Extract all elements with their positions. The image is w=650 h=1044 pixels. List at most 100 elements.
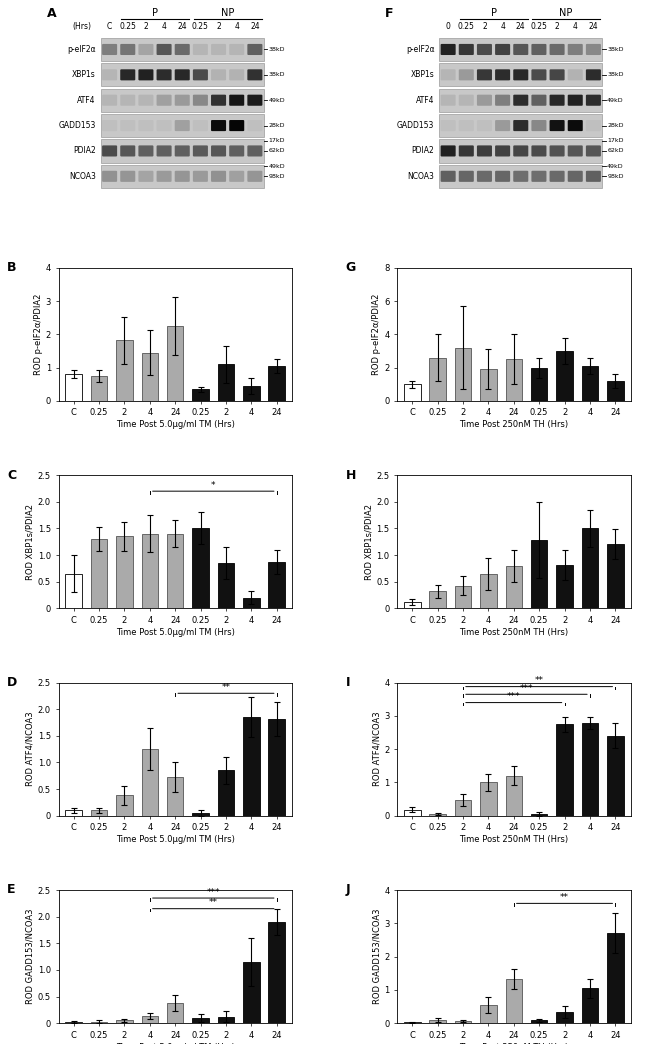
- Text: 49kD: 49kD: [268, 98, 285, 102]
- Bar: [243, 386, 259, 401]
- Text: **: **: [560, 893, 569, 902]
- FancyBboxPatch shape: [439, 89, 603, 112]
- FancyBboxPatch shape: [248, 120, 263, 132]
- FancyBboxPatch shape: [157, 145, 172, 157]
- Text: XBP1s: XBP1s: [411, 70, 434, 79]
- FancyBboxPatch shape: [495, 145, 510, 157]
- X-axis label: Time Post 250nM TH (Hrs): Time Post 250nM TH (Hrs): [459, 421, 568, 429]
- Bar: [607, 736, 623, 815]
- FancyBboxPatch shape: [514, 95, 528, 105]
- FancyBboxPatch shape: [514, 69, 528, 80]
- FancyBboxPatch shape: [459, 145, 474, 157]
- Text: ***: ***: [507, 692, 521, 702]
- Y-axis label: ROD p-eIF2α/PDIA2: ROD p-eIF2α/PDIA2: [372, 293, 382, 375]
- Bar: [404, 810, 421, 815]
- Bar: [167, 326, 183, 401]
- FancyBboxPatch shape: [586, 69, 601, 80]
- FancyBboxPatch shape: [229, 95, 244, 105]
- Bar: [404, 384, 421, 401]
- Text: 38kD: 38kD: [268, 72, 285, 77]
- Text: P: P: [491, 8, 497, 18]
- Bar: [607, 933, 623, 1023]
- Text: 4: 4: [500, 22, 505, 31]
- FancyBboxPatch shape: [193, 44, 208, 55]
- FancyBboxPatch shape: [157, 69, 172, 80]
- FancyBboxPatch shape: [477, 171, 492, 182]
- FancyBboxPatch shape: [495, 69, 510, 80]
- Text: **: **: [535, 677, 543, 685]
- Bar: [218, 770, 234, 815]
- Y-axis label: ROD XBP1s/PDIA2: ROD XBP1s/PDIA2: [26, 503, 35, 579]
- FancyBboxPatch shape: [439, 139, 603, 163]
- Bar: [455, 586, 471, 609]
- FancyBboxPatch shape: [549, 145, 565, 157]
- FancyBboxPatch shape: [138, 95, 153, 105]
- Bar: [142, 750, 158, 815]
- FancyBboxPatch shape: [193, 145, 208, 157]
- Bar: [167, 1003, 183, 1023]
- Text: H: H: [346, 469, 356, 481]
- Text: D: D: [7, 675, 18, 689]
- Text: E: E: [7, 883, 16, 897]
- FancyBboxPatch shape: [532, 95, 547, 105]
- FancyBboxPatch shape: [175, 44, 190, 55]
- FancyBboxPatch shape: [532, 171, 547, 182]
- Text: NCOA3: NCOA3: [408, 172, 434, 181]
- FancyBboxPatch shape: [101, 38, 264, 61]
- FancyBboxPatch shape: [441, 44, 456, 55]
- FancyBboxPatch shape: [549, 120, 565, 132]
- Y-axis label: ROD ATF4/NCOA3: ROD ATF4/NCOA3: [372, 712, 382, 786]
- FancyBboxPatch shape: [567, 145, 583, 157]
- Bar: [430, 1020, 446, 1023]
- Text: 24: 24: [516, 22, 526, 31]
- Bar: [506, 359, 522, 401]
- FancyBboxPatch shape: [175, 95, 190, 105]
- Bar: [243, 717, 259, 815]
- FancyBboxPatch shape: [157, 171, 172, 182]
- FancyBboxPatch shape: [532, 145, 547, 157]
- Bar: [243, 962, 259, 1023]
- FancyBboxPatch shape: [102, 95, 117, 105]
- Bar: [243, 597, 259, 609]
- FancyBboxPatch shape: [120, 171, 135, 182]
- Text: 2: 2: [144, 22, 148, 31]
- FancyBboxPatch shape: [567, 44, 583, 55]
- Text: GADD153: GADD153: [397, 121, 434, 130]
- FancyBboxPatch shape: [495, 95, 510, 105]
- Y-axis label: ROD GADD153/NCOA3: ROD GADD153/NCOA3: [372, 909, 382, 1004]
- FancyBboxPatch shape: [459, 95, 474, 105]
- FancyBboxPatch shape: [157, 95, 172, 105]
- Text: 28kD: 28kD: [607, 123, 623, 128]
- FancyBboxPatch shape: [193, 69, 208, 80]
- Bar: [506, 776, 522, 815]
- Bar: [218, 563, 234, 609]
- Text: GADD153: GADD153: [58, 121, 96, 130]
- FancyBboxPatch shape: [586, 145, 601, 157]
- FancyBboxPatch shape: [439, 64, 603, 87]
- FancyBboxPatch shape: [175, 171, 190, 182]
- FancyBboxPatch shape: [157, 120, 172, 132]
- Bar: [218, 364, 234, 401]
- Text: 2: 2: [482, 22, 487, 31]
- Text: 4: 4: [162, 22, 166, 31]
- Text: 28kD: 28kD: [268, 123, 285, 128]
- FancyBboxPatch shape: [229, 171, 244, 182]
- Text: 0.25: 0.25: [120, 22, 136, 31]
- FancyBboxPatch shape: [102, 44, 117, 55]
- FancyBboxPatch shape: [101, 165, 264, 188]
- Text: **: **: [209, 899, 218, 907]
- FancyBboxPatch shape: [102, 171, 117, 182]
- FancyBboxPatch shape: [514, 120, 528, 132]
- Text: XBP1s: XBP1s: [72, 70, 96, 79]
- X-axis label: Time Post 250nM TH (Hrs): Time Post 250nM TH (Hrs): [459, 1043, 568, 1044]
- Text: ***: ***: [207, 887, 220, 897]
- Bar: [142, 1016, 158, 1023]
- Text: ATF4: ATF4: [416, 96, 434, 104]
- FancyBboxPatch shape: [586, 95, 601, 105]
- Bar: [607, 544, 623, 609]
- Y-axis label: ROD XBP1s/PDIA2: ROD XBP1s/PDIA2: [365, 503, 374, 579]
- FancyBboxPatch shape: [514, 171, 528, 182]
- Bar: [582, 722, 598, 815]
- FancyBboxPatch shape: [477, 145, 492, 157]
- Bar: [556, 565, 573, 609]
